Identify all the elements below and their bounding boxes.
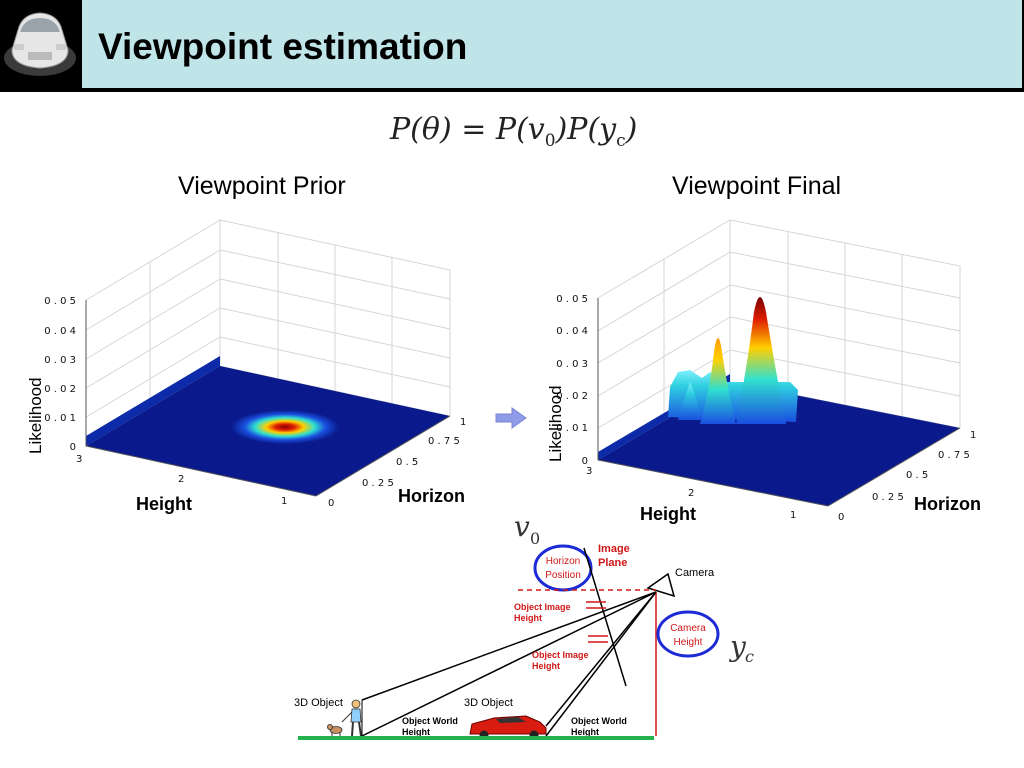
final-horizon-tick: 1 — [970, 430, 976, 441]
horizon-position-label: Horizon — [546, 556, 580, 567]
final-z-tick: 0 — [582, 456, 588, 467]
prior-z-label: Likelihood — [26, 377, 45, 454]
final-z-tick: 0 . 0 1 — [556, 423, 588, 434]
formula-lhs: P(θ) — [390, 112, 452, 147]
final-axes — [597, 298, 961, 507]
red-car-icon — [469, 715, 547, 740]
prior-surface-plot: 0 0 . 0 1 0 . 0 2 0 . 0 3 0 . 0 4 0 . 0 … — [44, 219, 466, 509]
final-horizon-tick: 0 . 7 5 — [938, 450, 970, 461]
final-z-tick: 0 . 0 3 — [556, 359, 588, 370]
prior-x-label: Height — [136, 494, 192, 514]
prior-floor-edge — [86, 356, 220, 446]
object-image-height-label: Height — [514, 613, 542, 623]
object-world-height-label: Object World — [402, 716, 458, 726]
horizon-position-label: Position — [545, 570, 581, 581]
object-image-height-label: Object Image — [514, 602, 571, 612]
camera-icon — [646, 572, 676, 598]
prior-horizon-tick: 0 — [328, 498, 334, 509]
prior-z-tick: 0 . 0 3 — [44, 355, 76, 366]
final-z-tick: 0 . 0 4 — [556, 326, 588, 337]
person-dog-icon — [327, 699, 362, 737]
prior-z-tick: 0 . 0 1 — [44, 413, 76, 424]
prior-plot-title: Viewpoint Prior — [178, 172, 346, 200]
v0-subscript: 0 — [530, 529, 540, 548]
arrow-right-icon — [495, 407, 527, 429]
final-x-label: Height — [640, 504, 696, 524]
final-z-label: Likelihood — [546, 385, 565, 462]
prior-y-label: Horizon — [398, 486, 465, 506]
camera-height-label: Height — [674, 637, 703, 648]
final-y-label: Horizon — [914, 494, 981, 514]
prior-horizon-tick: 0 . 5 — [396, 457, 418, 468]
camera-height-label: Camera — [670, 623, 706, 634]
car-logo — [0, 0, 80, 90]
object-world-height-label: Object World — [571, 716, 627, 726]
object-3d-label: 3D Object — [294, 697, 343, 709]
image-plane-label: Image — [598, 543, 630, 555]
prior-peak — [231, 410, 339, 444]
formula: P(θ) = P(v0)P(yc) — [390, 112, 637, 151]
final-plot-title: Viewpoint Final — [672, 172, 842, 200]
prior-horizon-tick: 1 — [460, 417, 466, 428]
car-icon — [4, 12, 76, 76]
final-z-tick: 0 . 0 5 — [556, 294, 588, 305]
prior-grid — [85, 219, 451, 447]
prior-z-tick: 0 — [70, 442, 76, 453]
formula-equals: = — [461, 112, 487, 147]
formula-rhs-b: )P(y — [555, 112, 617, 147]
object-world-height-label: Height — [571, 727, 599, 737]
projection-rays — [361, 591, 657, 737]
formula-rhs-c: ) — [625, 112, 638, 147]
final-horizon-tick: 0 . 2 5 — [872, 492, 904, 503]
final-z-ticks: 0 0 . 0 1 0 . 0 2 0 . 0 3 0 . 0 4 0 . 0 … — [556, 294, 588, 467]
camera-label: Camera — [675, 567, 715, 579]
object-world-height-label: Height — [402, 727, 430, 737]
prior-horizon-tick: 0 . 7 5 — [428, 436, 460, 447]
object-image-height-label: Height — [532, 661, 560, 671]
final-height-tick: 2 — [688, 488, 694, 499]
prior-height-tick: 1 — [281, 496, 287, 507]
title-bar: Viewpoint estimation — [82, 0, 1022, 90]
image-height-marks — [586, 601, 608, 643]
formula-sub-0: 0 — [544, 131, 556, 151]
prior-z-ticks: 0 0 . 0 1 0 . 0 2 0 . 0 3 0 . 0 4 0 . 0 … — [44, 296, 76, 453]
final-z-tick: 0 . 0 2 — [556, 391, 588, 402]
object-image-height-label: Object Image — [532, 650, 589, 660]
camera-height-ellipse — [656, 610, 720, 658]
final-height-tick: 3 — [586, 466, 592, 477]
yc-subscript: c — [745, 647, 754, 666]
final-peak-main — [736, 297, 786, 424]
prior-z-tick: 0 . 0 5 — [44, 296, 76, 307]
formula-rhs-a: P(v — [495, 112, 545, 147]
final-height-tick: 1 — [790, 510, 796, 521]
prior-horizon-tick: 0 . 2 5 — [362, 478, 394, 489]
final-horizon-tick: 0 . 5 — [906, 470, 928, 481]
v0-label: v — [514, 512, 530, 543]
yc-label: y — [728, 630, 747, 663]
final-peak-secondary — [700, 338, 736, 424]
slide-title: Viewpoint estimation — [98, 26, 468, 67]
prior-height-tick: 2 — [178, 474, 184, 485]
formula-sub-c: c — [616, 131, 626, 151]
object-3d-label: 3D Object — [464, 697, 513, 709]
prior-height-tick: 3 — [76, 454, 82, 465]
prior-z-tick: 0 . 0 4 — [44, 326, 76, 337]
horizon-position-ellipse — [533, 544, 593, 592]
camera-geometry-diagram: v 0 y c Horizon Position Image Plane Cam… — [294, 512, 754, 740]
image-plane-label: Plane — [598, 557, 627, 569]
final-surface-plot: 0 0 . 0 1 0 . 0 2 0 . 0 3 0 . 0 4 0 . 0 … — [556, 219, 976, 523]
final-horizon-tick: 0 — [838, 512, 844, 523]
prior-axes — [85, 300, 451, 497]
prior-z-tick: 0 . 0 2 — [44, 384, 76, 395]
final-peak-small — [678, 382, 702, 420]
